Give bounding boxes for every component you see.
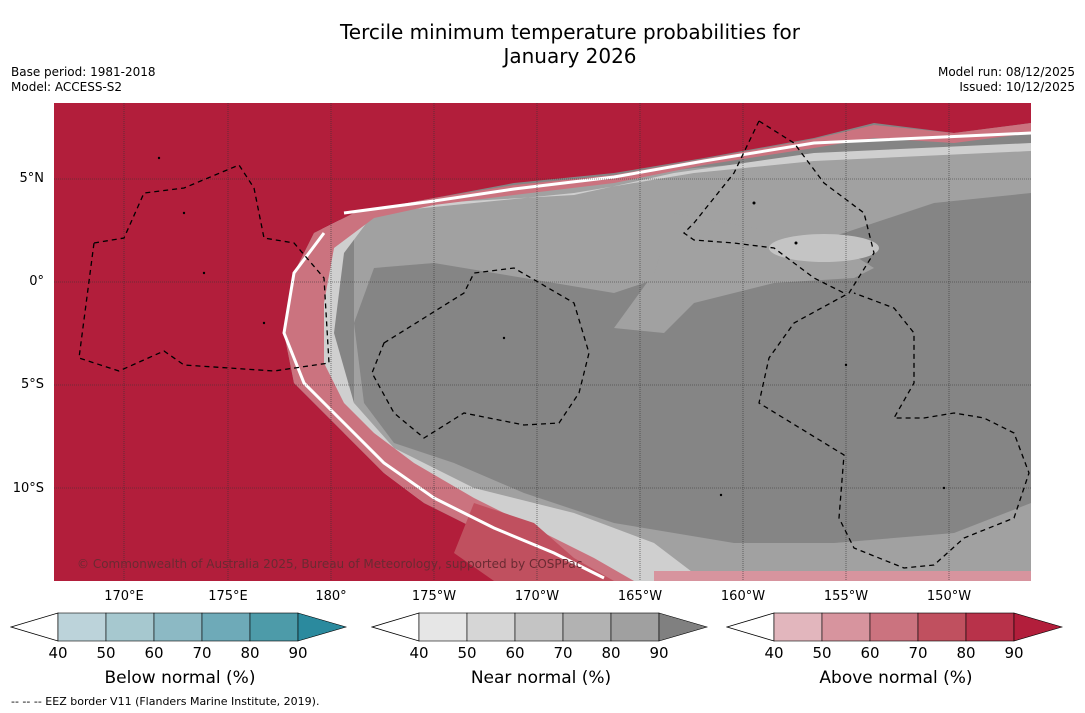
- tick-label: 40: [764, 644, 784, 662]
- colorbar-swatch: [201, 612, 251, 642]
- colorbar-ticks: 40 50 60 70 80 90: [726, 644, 1066, 664]
- colorbar-swatch: [249, 612, 299, 642]
- colorbar-max-arrow: [1013, 612, 1064, 642]
- eez-border-tuvalu: [78, 164, 330, 372]
- tick-label: 80: [240, 644, 260, 662]
- colorbar-below-normal-graphic: [10, 612, 348, 642]
- colorbar-min-arrow: [10, 612, 59, 642]
- tick-label: 60: [505, 644, 525, 662]
- colorbar-swatch: [562, 612, 612, 642]
- lon-label-150w: 150°W: [926, 589, 972, 604]
- tick-label: 90: [649, 644, 669, 662]
- model-run: Model run: 08/12/2025: [937, 65, 1075, 79]
- colorbar-above-normal-title: Above normal (%): [819, 668, 973, 688]
- tick-label: 80: [601, 644, 621, 662]
- lat-label-0: 0°: [29, 274, 44, 289]
- above-normal-bottom-strip: [654, 571, 1031, 581]
- eez-border-phoenix: [371, 267, 590, 439]
- tick-label: 60: [860, 644, 880, 662]
- lon-label-180: 180°: [315, 589, 347, 604]
- colorbar-swatch: [610, 612, 660, 642]
- light-gray-patch: [769, 234, 879, 262]
- meta-right: Model run: 08/12/2025 Issued: 10/12/2025: [938, 65, 1075, 95]
- lat-label-10s: 10°S: [12, 481, 44, 496]
- colorbar-below-normal-title: Below normal (%): [104, 668, 256, 688]
- lat-label-5n: 5°N: [19, 171, 45, 186]
- graticule: [54, 103, 1031, 581]
- colorbar-max-arrow: [297, 612, 348, 642]
- tick-label: 60: [144, 644, 164, 662]
- island-dot: [502, 336, 506, 340]
- colorbar-min-arrow: [726, 612, 775, 642]
- lon-label-175w: 175°W: [411, 589, 457, 604]
- colorbar-min-arrow: [371, 612, 420, 642]
- tick-label: 50: [812, 644, 832, 662]
- base-period: Base period: 1981-2018: [11, 65, 156, 79]
- colorbar-above-normal-graphic: [726, 612, 1064, 642]
- island-dot: [157, 156, 161, 160]
- colorbar-swatch: [917, 612, 967, 642]
- tick-label: 70: [192, 644, 212, 662]
- tick-label: 90: [288, 644, 308, 662]
- colorbar-swatch: [869, 612, 919, 642]
- lon-label-175e: 175°E: [208, 589, 248, 604]
- island-dot: [182, 211, 186, 215]
- lon-label-160w: 160°W: [720, 589, 766, 604]
- colorbar-ticks: 40 50 60 70 80 90: [10, 644, 350, 664]
- colorbar-swatch: [514, 612, 564, 642]
- model-name: Model: ACCESS-S2: [11, 80, 123, 94]
- island-dot: [262, 321, 266, 325]
- colorbar-below-normal: 40 50 60 70 80 90: [10, 612, 350, 664]
- lon-label-155w: 155°W: [823, 589, 869, 604]
- island-dots: [157, 156, 946, 497]
- map-title: Tercile minimum temperature probabilitie…: [0, 20, 1085, 68]
- lon-label-170e: 170°E: [104, 589, 144, 604]
- title-line-2: January 2026: [503, 44, 637, 68]
- above-normal-region: [54, 103, 1031, 581]
- eez-border-line-islands: [758, 120, 1030, 569]
- colorbar-near-normal: 40 50 60 70 80 90: [371, 612, 711, 664]
- island-dot: [719, 493, 723, 497]
- island-dot: [752, 201, 756, 205]
- lat-label-5s: 5°S: [20, 377, 44, 392]
- meta-left: Base period: 1981-2018 Model: ACCESS-S2: [11, 65, 156, 95]
- colorbar-swatch: [821, 612, 871, 642]
- boundary-line-west: [282, 232, 605, 580]
- copyright-notice: © Commonwealth of Australia 2025, Bureau…: [77, 557, 583, 571]
- colorbar-swatch: [105, 612, 155, 642]
- tick-label: 40: [48, 644, 68, 662]
- colorbar-max-arrow: [658, 612, 709, 642]
- tick-label: 50: [96, 644, 116, 662]
- colorbar-near-normal-graphic: [371, 612, 709, 642]
- colorbar-above-normal: 40 50 60 70 80 90: [726, 612, 1066, 664]
- tick-label: 50: [457, 644, 477, 662]
- eez-footnote: -- -- -- EEZ border V11 (Flanders Marine…: [11, 695, 320, 708]
- colorbar-near-normal-title: Near normal (%): [470, 668, 612, 688]
- title-line-1: Tercile minimum temperature probabilitie…: [339, 20, 801, 44]
- near-normal-band: [354, 151, 1031, 581]
- tick-label: 70: [908, 644, 928, 662]
- colorbar-swatch: [418, 612, 468, 642]
- issued-date: Issued: 10/12/2025: [959, 80, 1075, 94]
- colorbar-swatch: [153, 612, 203, 642]
- lon-label-165w: 165°W: [617, 589, 663, 604]
- lon-label-170w: 170°W: [514, 589, 560, 604]
- island-dot: [844, 363, 848, 367]
- tick-label: 40: [409, 644, 429, 662]
- tick-label: 80: [956, 644, 976, 662]
- island-dot: [202, 271, 206, 275]
- colorbar-ticks: 40 50 60 70 80 90: [371, 644, 711, 664]
- map-panel: [54, 103, 1031, 581]
- tick-label: 70: [553, 644, 573, 662]
- colorbar-swatch: [965, 612, 1015, 642]
- island-dot: [794, 241, 798, 245]
- colorbar-swatch: [466, 612, 516, 642]
- tick-label: 90: [1004, 644, 1024, 662]
- island-dot: [942, 486, 946, 490]
- colorbar-swatch: [57, 612, 107, 642]
- probability-map: [54, 103, 1031, 581]
- eez-borders: [78, 120, 1030, 569]
- colorbar-swatch: [773, 612, 823, 642]
